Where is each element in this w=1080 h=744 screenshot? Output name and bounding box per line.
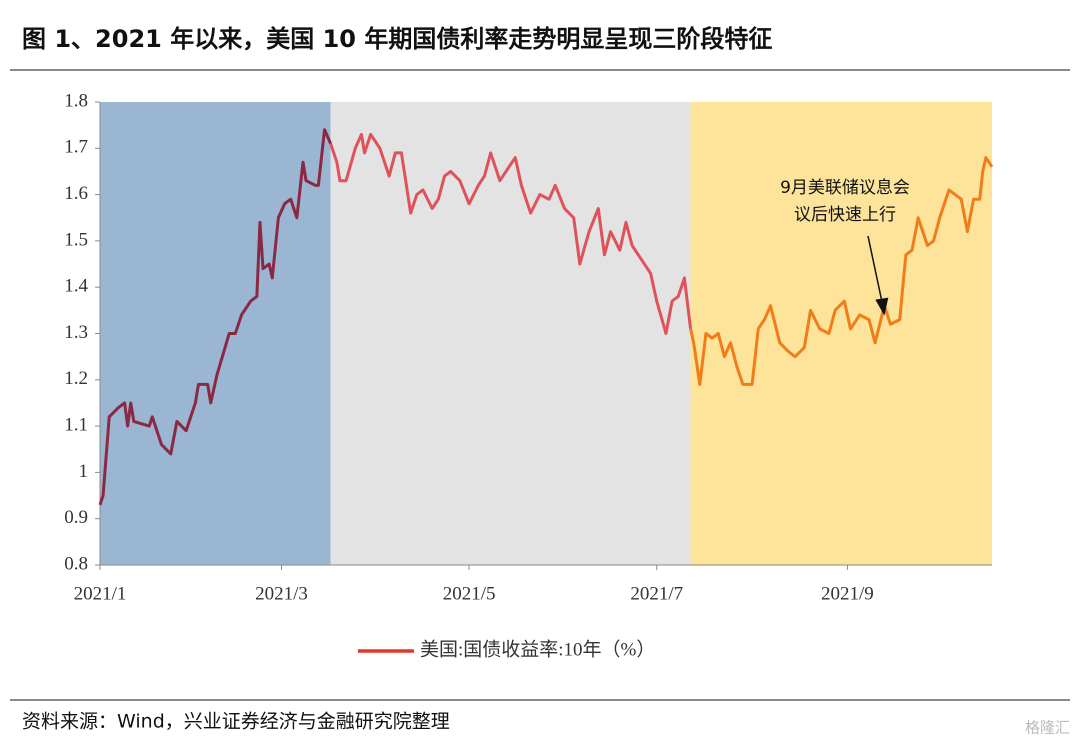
y-tick-label: 1	[79, 461, 89, 482]
annotation-arrowhead	[875, 297, 889, 316]
annotation-arrow	[867, 235, 884, 304]
line-piece	[329, 132, 693, 335]
y-tick-label: 1.8	[64, 90, 88, 111]
annotation-text: 9月美联储议息会	[780, 178, 910, 198]
y-tick-label: 1.4	[64, 276, 88, 297]
y-tick-label: 0.9	[64, 507, 88, 528]
line-piece	[689, 156, 994, 386]
x-tick-label: 2021/3	[255, 583, 308, 604]
legend-label: 美国:国债收益率:10年（%）	[420, 638, 655, 660]
x-tick-label: 2021/1	[74, 583, 127, 604]
y-tick-label: 1.7	[64, 137, 88, 158]
source: 资料来源：Wind，兴业证券经济与金融研究院整理	[22, 711, 450, 733]
x-tick-label: 2021/7	[630, 583, 683, 604]
phase-band	[330, 102, 691, 565]
phase-band	[100, 102, 331, 565]
line-piece	[98, 128, 333, 506]
y-tick-label: 1.1	[64, 414, 88, 435]
x-tick-label: 2021/9	[821, 583, 874, 604]
y-tick-label: 1.5	[64, 229, 88, 250]
annotation-text: 议后快速上行	[794, 205, 896, 225]
x-tick-label: 2021/5	[443, 583, 496, 604]
y-tick-label: 0.8	[64, 553, 88, 574]
y-tick-label: 1.3	[64, 322, 88, 343]
phase-band	[690, 102, 992, 565]
y-tick-label: 1.2	[64, 368, 88, 389]
watermark: 格隆汇	[1025, 719, 1070, 737]
chart-title: 图 1、2021 年以来，美国 10 年期国债利率走势明显呈现三阶段特征	[22, 25, 772, 53]
y-tick-label: 1.6	[64, 183, 88, 204]
